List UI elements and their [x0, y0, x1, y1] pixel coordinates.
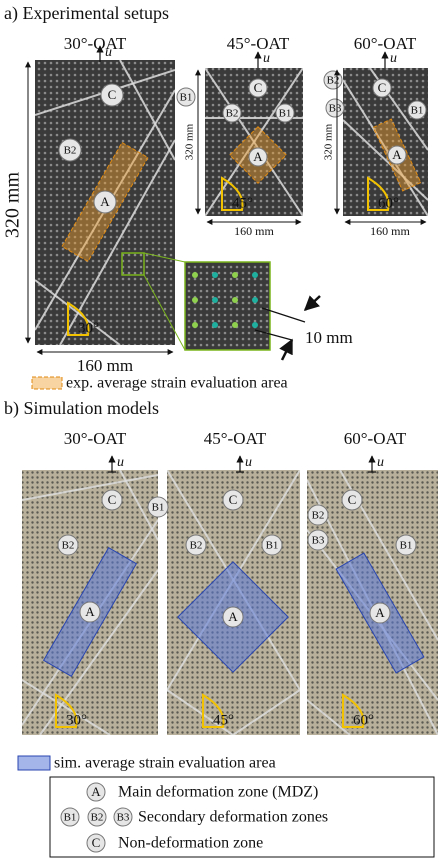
- marker-dot: [192, 297, 198, 303]
- zone-label: B2: [62, 540, 75, 552]
- figure: a) Experimental setups b) Simulation mod…: [0, 0, 438, 860]
- panel-label: 60°-OAT: [344, 429, 407, 448]
- panel-label: 60°-OAT: [354, 34, 417, 53]
- marker-dot: [232, 322, 238, 328]
- dimension-label: 320 mm: [2, 172, 24, 239]
- section-title: a) Experimental setups: [4, 3, 169, 24]
- angle-label: 60°: [353, 712, 374, 728]
- zone-label: B1: [400, 540, 413, 552]
- zone-label: C: [108, 87, 117, 102]
- angle-label: 45°: [213, 712, 234, 728]
- scale-arrow: [282, 340, 292, 360]
- zone-label: B2: [91, 812, 104, 824]
- zone-label: B2: [312, 510, 325, 522]
- marker-dot: [232, 272, 238, 278]
- dimension-label: 160 mm: [77, 356, 133, 375]
- zone-label: B3: [329, 103, 342, 115]
- scale-label: 10 mm: [305, 328, 353, 347]
- angle-label: 30°: [78, 320, 99, 336]
- marker-dot: [252, 297, 258, 303]
- zone-label: B1: [64, 812, 77, 824]
- zone-label: B2: [64, 145, 77, 157]
- load-label: u: [245, 455, 252, 470]
- marker-dot: [252, 322, 258, 328]
- zone-label: C: [378, 80, 387, 95]
- zone-label: A: [91, 784, 101, 799]
- marker-dot: [232, 297, 238, 303]
- zone-label: B1: [279, 108, 292, 120]
- marker-dot: [252, 272, 258, 278]
- load-label: u: [377, 455, 384, 470]
- load-label: u: [390, 51, 397, 66]
- marker-dot: [192, 272, 198, 278]
- key-label: Main deformation zone (MDZ): [118, 784, 318, 801]
- zone-label: A: [392, 147, 402, 162]
- zone-label: C: [254, 80, 263, 95]
- dimension-label: 320 mm: [184, 123, 196, 160]
- zone-label: B3: [312, 535, 325, 547]
- zone-label: B3: [117, 812, 130, 824]
- panel-label: 45°-OAT: [204, 429, 267, 448]
- marker-dot: [192, 322, 198, 328]
- load-label: u: [117, 455, 124, 470]
- marker-dot: [212, 272, 218, 278]
- angle-label: 30°: [66, 712, 87, 728]
- zone-label: A: [375, 605, 385, 620]
- panel-label: 45°-OAT: [227, 34, 290, 53]
- zone-label: B2: [190, 540, 203, 552]
- load-label: u: [105, 45, 112, 60]
- marker-dot: [212, 322, 218, 328]
- zone-label: B1: [266, 540, 279, 552]
- zone-label: C: [348, 492, 357, 507]
- dimension-label: 160 mm: [370, 224, 410, 238]
- legend-swatch: [32, 377, 62, 389]
- zone-label: B1: [180, 92, 193, 104]
- zone-label: A: [228, 609, 238, 624]
- zone-label: B1: [411, 105, 424, 117]
- angle-label: 45°: [232, 195, 253, 211]
- panel-label: 30°-OAT: [64, 34, 127, 53]
- zone-label: C: [229, 492, 238, 507]
- key-label: Non-deformation zone: [118, 835, 263, 852]
- legend-label: sim. average strain evaluation area: [54, 755, 276, 772]
- dimension-label: 160 mm: [234, 224, 274, 238]
- zone-label: C: [108, 492, 117, 507]
- scale-arrow: [305, 296, 320, 310]
- panel-label: 30°-OAT: [64, 429, 127, 448]
- section-title: b) Simulation models: [4, 398, 159, 419]
- legend-swatch: [18, 756, 50, 770]
- zone-label: A: [100, 194, 110, 209]
- load-label: u: [263, 51, 270, 66]
- dimension-label: 320 mm: [323, 123, 335, 160]
- zone-label: C: [92, 835, 101, 850]
- zone-label: A: [253, 149, 263, 164]
- angle-label: 60°: [378, 195, 399, 211]
- zone-label: B1: [152, 502, 165, 514]
- key-label: Secondary deformation zones: [138, 809, 328, 826]
- marker-dot: [212, 297, 218, 303]
- zone-label: B2: [226, 108, 239, 120]
- zone-label: A: [85, 604, 95, 619]
- legend-label: exp. average strain evaluation area: [66, 375, 288, 392]
